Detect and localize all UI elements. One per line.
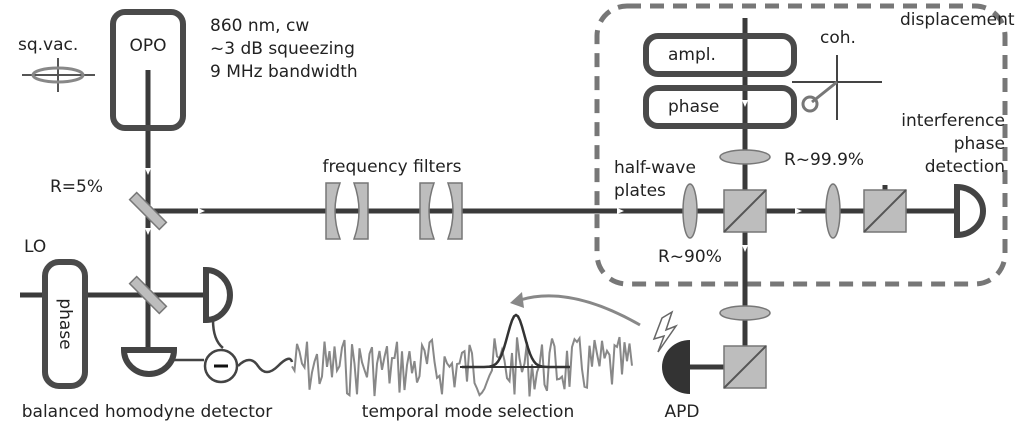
ampl-label: ampl. [668,45,716,65]
detector [954,183,986,239]
wave-plate [682,183,698,239]
half-wave-label: half-wave [614,158,696,178]
detector [203,266,233,324]
apd [662,340,690,394]
filters-label: frequency filters [322,157,461,177]
interference-label: detection [925,157,1005,177]
cube-splitters [723,189,907,389]
coh-label: coh. [820,28,856,48]
frequency-filters [325,182,463,240]
bhd-label: balanced homodyne detector [22,402,273,422]
ampl-box [643,33,797,77]
source-line: 860 nm, cw [210,16,309,36]
detector [120,347,178,377]
mode-function [462,313,570,369]
apd-label: APD [665,402,700,422]
wave-plate [825,183,841,239]
sq-vac-label: sq.vac. [18,35,78,55]
sq-vac-symbol [22,58,95,92]
displacement-label: displacement [900,10,1015,30]
interference-label: interference [901,111,1005,131]
wave-plate [719,305,771,321]
feedback-arrow [519,294,641,327]
source-line: 9 MHz bandwidth [210,62,358,82]
temporal-label: temporal mode selection [362,402,574,422]
opo-label: OPO [129,36,166,56]
r90-label: R~90% [658,247,722,267]
lo-phase-label: phase [55,298,75,349]
photon-flash [652,310,679,353]
r5-label: R=5% [50,177,103,197]
source-line: ~3 dB squeezing [210,39,355,59]
wires [174,319,294,374]
displacement-region [594,3,1008,287]
wave-plate [719,149,771,165]
opo-box [110,9,186,131]
beam-splitter [128,275,168,315]
noise-trace [291,335,633,398]
lo-phase-box [42,259,88,389]
beams [20,18,958,370]
half-wave-label: plates [614,181,666,201]
coh-symbol [792,55,882,120]
interference-label: phase [954,134,1005,154]
phase-box [643,85,797,129]
arrowhead [510,292,524,308]
r999-label: R~99.9% [784,150,864,170]
lo-label: LO [24,237,46,257]
beam-splitter [128,191,168,231]
phase-label: phase [668,97,719,117]
